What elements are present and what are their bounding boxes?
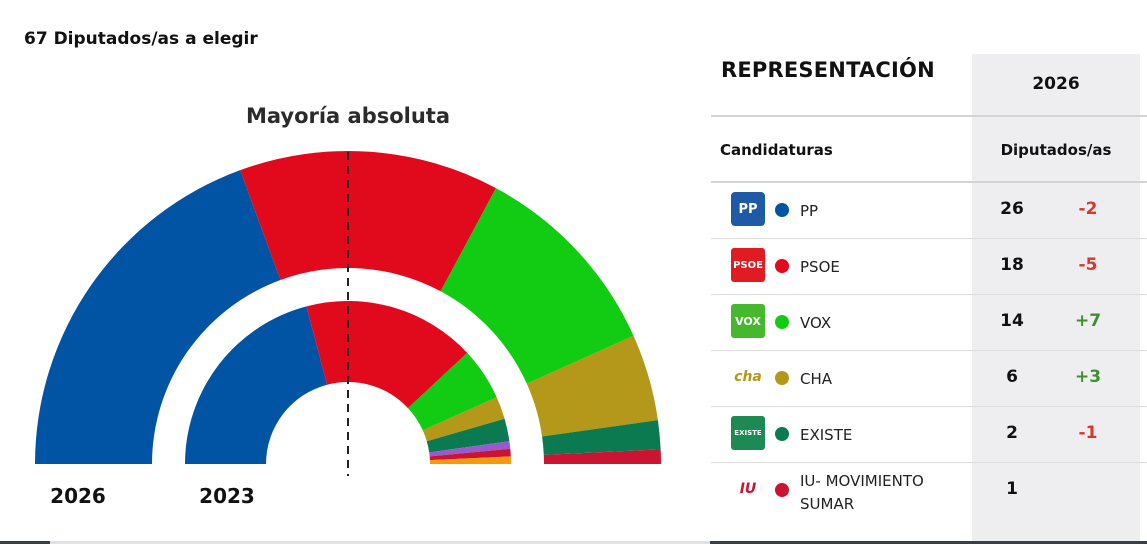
vox-logo-icon: VOX bbox=[731, 304, 765, 338]
col-diputados: Diputados/as bbox=[1000, 141, 1112, 159]
seat-segment-2026-0 bbox=[35, 170, 281, 465]
seat-segment-2026-2 bbox=[440, 188, 634, 384]
row-divider bbox=[711, 238, 1147, 239]
party-seats: 26 bbox=[1000, 199, 1024, 219]
party-name: PP bbox=[800, 202, 819, 220]
majority-label: Mayoría absoluta bbox=[246, 104, 450, 128]
seat-segment-2023-1 bbox=[306, 301, 468, 409]
party-seat-change: +3 bbox=[1074, 367, 1102, 387]
hemicycle-chart: Mayoría absoluta 2026 2023 bbox=[35, 104, 661, 508]
seat-segment-2023-6 bbox=[429, 448, 511, 461]
row-divider bbox=[711, 406, 1147, 407]
ring-label-2026: 2026 bbox=[50, 484, 106, 508]
seat-segment-2026-1 bbox=[240, 150, 496, 292]
ring-2023 bbox=[185, 301, 511, 464]
ring-label-2023: 2023 bbox=[199, 484, 255, 508]
seat-segment-2023-5 bbox=[429, 441, 511, 457]
psoe-logo-icon: PSOE bbox=[731, 248, 765, 282]
representation-table: REPRESENTACIÓN 2026 Candidaturas Diputad… bbox=[711, 54, 1147, 544]
seat-segment-2026-5 bbox=[543, 449, 661, 464]
party-row: VOX VOX 14 +7 bbox=[711, 294, 1147, 350]
party-seats: 18 bbox=[1000, 255, 1024, 275]
party-name: VOX bbox=[800, 314, 832, 332]
table-year: 2026 bbox=[1032, 74, 1080, 94]
ring-2026 bbox=[35, 150, 661, 465]
party-color-dot bbox=[775, 259, 789, 273]
seat-segment-2023-4 bbox=[426, 418, 510, 453]
party-seats: 1 bbox=[1006, 479, 1018, 499]
table-title: REPRESENTACIÓN bbox=[721, 58, 935, 82]
party-seat-change: +7 bbox=[1074, 311, 1102, 331]
divider bbox=[711, 181, 1147, 183]
party-seat-change: -2 bbox=[1078, 199, 1098, 219]
cha-logo-icon: cha bbox=[731, 360, 765, 394]
row-divider bbox=[711, 350, 1147, 351]
party-seat-change: -5 bbox=[1078, 255, 1098, 275]
party-seats: 6 bbox=[1006, 367, 1018, 387]
bottom-bar bbox=[0, 541, 1147, 544]
divider bbox=[711, 115, 1147, 117]
party-color-dot bbox=[775, 371, 789, 385]
row-divider bbox=[711, 294, 1147, 295]
party-color-dot bbox=[775, 203, 789, 217]
seat-segment-2026-3 bbox=[526, 335, 658, 437]
party-seats: 2 bbox=[1006, 423, 1018, 443]
col-candidaturas: Candidaturas bbox=[720, 141, 833, 159]
existe-logo-icon: EXISTE bbox=[731, 416, 765, 450]
party-name: PSOE bbox=[800, 258, 840, 276]
party-color-dot bbox=[775, 427, 789, 441]
party-row: IU IU- MOVIMIENTO SUMAR 1 bbox=[711, 462, 1147, 518]
iu-logo-icon: IU bbox=[731, 472, 765, 506]
row-divider bbox=[711, 462, 1147, 463]
chart-subtitle: 67 Diputados/as a elegir bbox=[24, 29, 258, 49]
seat-segment-2023-7 bbox=[429, 456, 511, 464]
seat-segment-2023-2 bbox=[407, 352, 497, 431]
party-seats: 14 bbox=[1000, 311, 1024, 331]
party-seat-change: -1 bbox=[1078, 423, 1098, 443]
party-color-dot bbox=[775, 483, 789, 497]
party-row: PSOE PSOE 18 -5 bbox=[711, 238, 1147, 294]
party-name: IU- MOVIMIENTO SUMAR bbox=[800, 472, 924, 513]
seat-segment-2026-4 bbox=[542, 420, 661, 455]
pp-logo-icon: PP bbox=[731, 192, 765, 226]
seat-segment-2023-0 bbox=[185, 306, 328, 464]
party-color-dot bbox=[775, 315, 789, 329]
party-name: EXISTE bbox=[800, 426, 853, 444]
party-row: PP PP 26 -2 bbox=[711, 182, 1147, 238]
party-row: EXISTE EXISTE 2 -1 bbox=[711, 406, 1147, 462]
party-row: cha CHA 6 +3 bbox=[711, 350, 1147, 406]
seat-segment-2023-3 bbox=[422, 397, 505, 442]
party-name: CHA bbox=[800, 370, 833, 388]
